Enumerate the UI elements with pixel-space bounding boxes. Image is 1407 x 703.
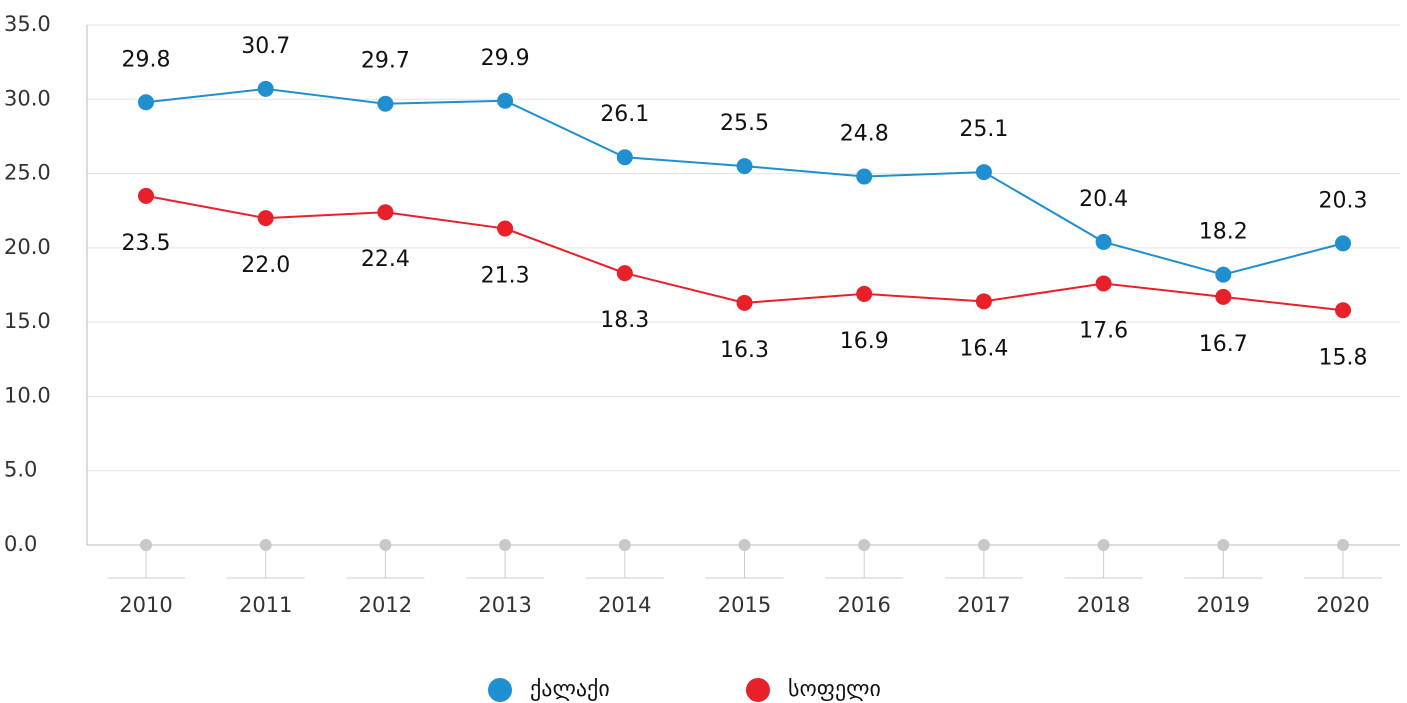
- data-label: 29.7: [361, 49, 410, 74]
- y-tick-label: 20.0: [4, 235, 51, 259]
- legend-label: სოფელი: [788, 677, 881, 702]
- data-label: 20.3: [1319, 188, 1368, 213]
- x-tick-dot: [858, 539, 871, 551]
- data-point: [1335, 302, 1351, 319]
- x-tick-dot: [379, 539, 392, 551]
- data-point: [1095, 233, 1112, 250]
- x-tick-dot: [140, 539, 152, 551]
- data-label: 23.5: [122, 231, 171, 256]
- data-point: [138, 94, 154, 111]
- data-label: 15.8: [1319, 345, 1368, 370]
- data-point: [975, 293, 992, 310]
- legend-label: ქალაქი: [530, 677, 610, 702]
- data-point: [257, 210, 274, 227]
- data-point: [616, 149, 633, 166]
- data-label: 26.1: [600, 102, 649, 127]
- data-point: [497, 92, 514, 109]
- data-point: [1095, 275, 1112, 292]
- data-point: [616, 265, 633, 282]
- x-tick-label: 2011: [239, 593, 292, 617]
- data-point: [1335, 235, 1351, 252]
- legend-marker: [746, 678, 770, 702]
- data-label: 20.4: [1079, 187, 1128, 212]
- y-tick-label: 5.0: [4, 458, 37, 482]
- x-tick-dot: [499, 539, 512, 551]
- data-label: 30.7: [241, 34, 290, 59]
- data-label: 22.4: [361, 247, 410, 272]
- data-label: 18.3: [600, 308, 649, 333]
- x-tick-label: 2017: [957, 593, 1010, 617]
- data-label: 18.2: [1199, 220, 1248, 245]
- data-point: [975, 164, 992, 181]
- data-point: [377, 95, 394, 112]
- x-tick-dot: [738, 539, 751, 551]
- x-tick-label: 2012: [359, 593, 412, 617]
- data-point: [736, 158, 753, 175]
- data-label: 29.9: [481, 46, 530, 71]
- data-point: [138, 187, 154, 204]
- data-label: 16.4: [959, 336, 1008, 361]
- x-tick-dot: [1097, 539, 1110, 551]
- data-label: 29.8: [122, 47, 171, 72]
- series-line: [145, 194, 1344, 312]
- x-tick-dot: [618, 539, 631, 551]
- y-tick-label: 30.0: [4, 86, 51, 110]
- x-tick-label: 2018: [1077, 593, 1130, 617]
- x-tick-label: 2014: [598, 593, 651, 617]
- legend-marker: [488, 678, 512, 702]
- y-tick-label: 25.0: [4, 161, 51, 185]
- data-label: 16.9: [840, 329, 889, 354]
- data-label: 17.6: [1079, 319, 1128, 344]
- data-point: [377, 204, 394, 221]
- y-tick-label: 35.0: [4, 12, 51, 36]
- data-point: [736, 294, 753, 311]
- x-tick-dot: [1337, 539, 1349, 551]
- data-point: [1215, 288, 1232, 305]
- x-tick-dot: [1217, 539, 1230, 551]
- data-label: 21.3: [481, 264, 530, 289]
- x-tick-dot: [259, 539, 272, 551]
- x-tick-label: 2015: [718, 593, 771, 617]
- data-point: [1215, 266, 1232, 283]
- data-label: 25.1: [959, 117, 1008, 142]
- data-point: [856, 285, 873, 302]
- data-point: [856, 168, 873, 185]
- x-tick-dot: [977, 539, 990, 551]
- x-tick-label: 2020: [1316, 593, 1369, 617]
- data-label: 25.5: [720, 111, 769, 136]
- x-tick-label: 2016: [837, 593, 890, 617]
- data-label: 16.7: [1199, 332, 1248, 357]
- data-point: [497, 220, 514, 237]
- data-label: 24.8: [840, 122, 889, 147]
- data-point: [257, 80, 274, 97]
- x-tick-label: 2019: [1197, 593, 1250, 617]
- x-tick-label: 2013: [478, 593, 531, 617]
- y-tick-label: 10.0: [4, 383, 51, 407]
- data-label: 22.0: [241, 253, 290, 278]
- x-tick-label: 2010: [119, 593, 172, 617]
- y-tick-label: 0.0: [4, 532, 37, 556]
- y-tick-label: 15.0: [4, 309, 51, 333]
- data-label: 16.3: [720, 338, 769, 363]
